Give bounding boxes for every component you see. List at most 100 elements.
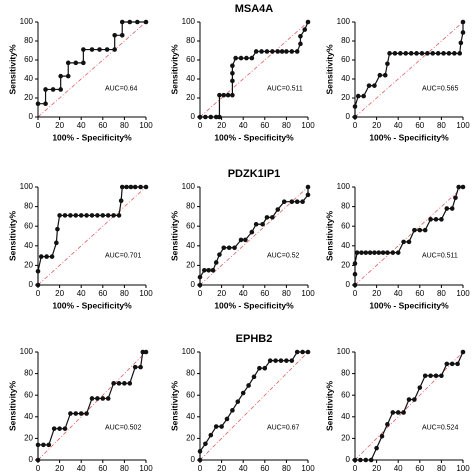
y-tick-label: 0 [29, 455, 34, 464]
reference-line [37, 351, 147, 461]
roc-point [398, 51, 403, 56]
roc-point [359, 250, 364, 255]
x-tick-label: 0 [198, 289, 203, 298]
roc-point [262, 365, 268, 371]
y-tick-label: 100 [20, 17, 34, 26]
roc-point [417, 385, 423, 390]
roc-point [298, 33, 303, 39]
roc-point [294, 49, 300, 54]
roc-point [385, 61, 390, 67]
roc-point [278, 358, 284, 363]
y-tick-label: 60 [24, 55, 33, 64]
roc-point [84, 411, 89, 416]
x-tick-label: 20 [55, 121, 64, 130]
roc-point [230, 63, 235, 68]
y-tick-label: 0 [191, 455, 196, 464]
x-tick-label: 0 [198, 464, 203, 473]
y-tick-label: 60 [186, 221, 195, 230]
roc-point [401, 239, 406, 245]
roc-point [238, 237, 244, 243]
roc-point [35, 101, 41, 106]
y-tick-label: 40 [24, 241, 33, 250]
roc-point [417, 227, 423, 233]
roc-point [355, 93, 361, 99]
auc-annotation: AUC=0.67 [267, 424, 300, 431]
y-tick-label: 20 [186, 261, 195, 270]
roc-point [89, 396, 95, 401]
y-tick-label: 40 [186, 412, 195, 421]
x-tick-label: 100 [301, 121, 315, 130]
y-tick-label: 60 [186, 55, 195, 64]
roc-point [138, 364, 143, 370]
roc-point [284, 358, 289, 363]
roc-point [143, 184, 149, 190]
reference-line [199, 21, 309, 118]
x-tick-label: 100 [301, 464, 315, 473]
roc-point [43, 101, 48, 106]
roc-point [275, 49, 281, 54]
roc-point [57, 213, 62, 218]
roc-point [374, 445, 379, 451]
roc-point [419, 51, 425, 56]
x-tick-label: 80 [120, 464, 129, 473]
roc-point [230, 92, 235, 98]
x-tick-label: 60 [415, 464, 424, 473]
roc-point [406, 239, 412, 245]
y-axis-label: Sensitivity% [324, 381, 334, 432]
roc-point [203, 441, 208, 447]
roc-point [354, 250, 360, 255]
reference-line [354, 351, 464, 461]
roc-point [138, 184, 143, 190]
roc-point [390, 410, 396, 415]
y-tick-label: 80 [186, 202, 195, 211]
roc-point [408, 51, 414, 56]
roc-point [50, 87, 56, 92]
roc-point [363, 250, 369, 255]
roc-point [253, 221, 259, 227]
roc-point [305, 184, 311, 190]
roc-point [119, 19, 125, 25]
roc-point [49, 254, 55, 259]
roc-point [460, 184, 466, 190]
x-tick-label: 20 [55, 464, 64, 473]
roc-point [279, 49, 285, 54]
auc-annotation: AUC=0.502 [105, 424, 141, 431]
roc-point [244, 55, 249, 61]
roc-point [253, 49, 259, 54]
x-tick-label: 40 [77, 464, 86, 473]
roc-point [213, 424, 219, 429]
roc-point [116, 213, 122, 218]
roc-point [35, 282, 41, 288]
x-tick-label: 60 [415, 289, 424, 298]
roc-point [460, 30, 466, 35]
roc-point [95, 213, 100, 218]
y-tick-label: 80 [24, 369, 33, 378]
roc-point [439, 217, 444, 222]
roc-point [41, 442, 46, 448]
roc-point [221, 92, 227, 98]
roc-point [43, 87, 48, 92]
roc-point [57, 426, 62, 431]
x-tick-label: 40 [394, 464, 403, 473]
x-tick-label: 60 [415, 121, 424, 130]
x-tick-label: 40 [77, 121, 86, 130]
roc-point [217, 114, 222, 120]
x-tick-label: 60 [98, 121, 107, 130]
roc-point [104, 47, 110, 52]
roc-point [390, 250, 396, 255]
auc-annotation: AUC=0.511 [422, 252, 458, 259]
roc-point [128, 184, 134, 190]
roc-point [270, 49, 275, 54]
roc-point [81, 60, 86, 66]
roc-point [118, 198, 124, 204]
roc-point [425, 51, 430, 56]
roc-point [233, 55, 238, 61]
roc-point [414, 51, 419, 56]
y-tick-label: 80 [186, 369, 195, 378]
auc-annotation: AUC=0.524 [422, 424, 458, 431]
y-axis-label: Sensitivity% [7, 381, 17, 432]
x-tick-label: 100 [139, 121, 153, 130]
roc-point [275, 207, 281, 212]
roc-point [395, 250, 401, 255]
roc-point [111, 213, 116, 218]
